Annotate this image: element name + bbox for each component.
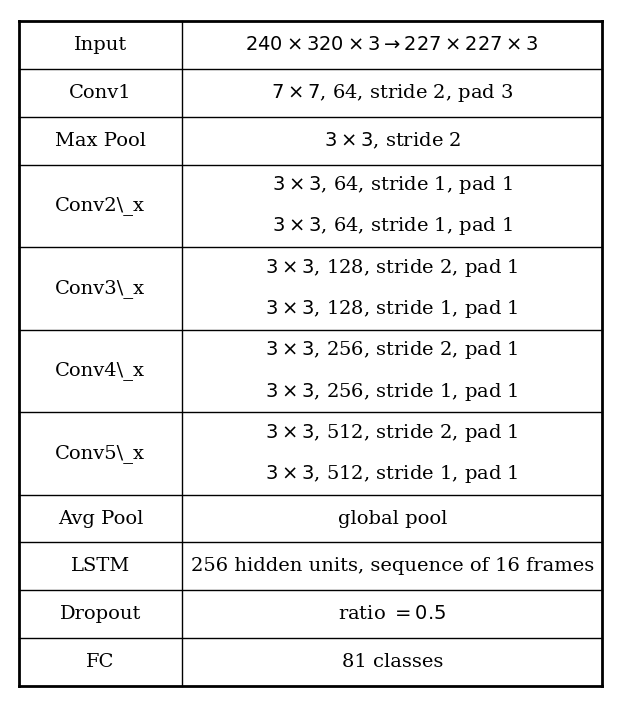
Text: $3 \times 3$, 64, stride 1, pad 1: $3 \times 3$, 64, stride 1, pad 1 xyxy=(272,216,513,238)
Text: LSTM: LSTM xyxy=(71,557,130,575)
Text: $3 \times 3$, 128, stride 2, pad 1: $3 \times 3$, 128, stride 2, pad 1 xyxy=(266,257,519,279)
Text: $3 \times 3$, 64, stride 1, pad 1: $3 \times 3$, 64, stride 1, pad 1 xyxy=(272,174,513,196)
Text: global pool: global pool xyxy=(338,510,447,527)
Text: 81 classes: 81 classes xyxy=(342,653,443,671)
Text: $3 \times 3$, 512, stride 1, pad 1: $3 \times 3$, 512, stride 1, pad 1 xyxy=(266,463,519,485)
Text: $3 \times 3$, 512, stride 2, pad 1: $3 \times 3$, 512, stride 2, pad 1 xyxy=(266,422,519,444)
Text: $240 \times 320 \times 3 \rightarrow 227 \times 227 \times 3$: $240 \times 320 \times 3 \rightarrow 227… xyxy=(245,36,539,54)
Text: FC: FC xyxy=(86,653,115,671)
Text: Conv1: Conv1 xyxy=(69,84,132,102)
Text: ratio $= 0.5$: ratio $= 0.5$ xyxy=(338,605,447,623)
Text: Max Pool: Max Pool xyxy=(55,132,146,150)
Text: $7 \times 7$, 64, stride 2, pad 3: $7 \times 7$, 64, stride 2, pad 3 xyxy=(271,82,513,104)
Text: 256 hidden units, sequence of 16 frames: 256 hidden units, sequence of 16 frames xyxy=(191,557,594,575)
Text: Conv5\_x: Conv5\_x xyxy=(56,444,145,463)
Text: Conv3\_x: Conv3\_x xyxy=(55,279,145,298)
Text: Conv2\_x: Conv2\_x xyxy=(56,197,145,216)
Text: Dropout: Dropout xyxy=(60,605,141,623)
Text: $3 \times 3$, 128, stride 1, pad 1: $3 \times 3$, 128, stride 1, pad 1 xyxy=(266,298,519,320)
Text: $3 \times 3$, stride 2: $3 \times 3$, stride 2 xyxy=(324,131,461,151)
Text: Avg Pool: Avg Pool xyxy=(58,510,143,527)
Text: Conv4\_x: Conv4\_x xyxy=(56,361,145,380)
Text: $3 \times 3$, 256, stride 1, pad 1: $3 \times 3$, 256, stride 1, pad 1 xyxy=(266,380,519,402)
Text: Input: Input xyxy=(74,36,127,54)
Text: $3 \times 3$, 256, stride 2, pad 1: $3 \times 3$, 256, stride 2, pad 1 xyxy=(266,339,519,361)
